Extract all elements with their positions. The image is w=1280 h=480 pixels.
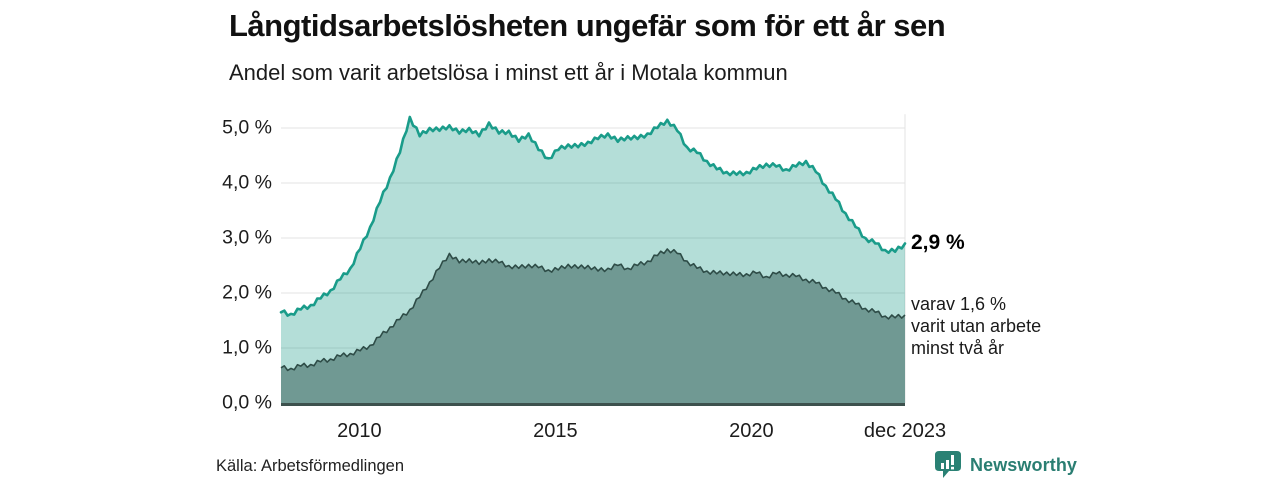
x-tick-label: 2010 <box>337 420 382 442</box>
secondary-annotation-line: varit utan arbete <box>911 316 1042 336</box>
secondary-annotation-line: minst två år <box>911 338 1005 358</box>
source-label: Källa: Arbetsförmedlingen <box>216 457 405 475</box>
latest-value-label: 2,9 % <box>911 230 965 254</box>
newsworthy-logo-icon <box>935 451 961 478</box>
y-tick-label: 3,0 % <box>222 226 272 249</box>
y-tick-label: 5,0 % <box>222 116 272 139</box>
secondary-annotation-line: varav 1,6 % <box>911 294 1007 314</box>
y-tick-label: 2,0 % <box>222 281 272 304</box>
x-tick-label: dec 2023 <box>863 420 947 442</box>
brand-logo: Newsworthy <box>934 450 1077 480</box>
brand-name: Newsworthy <box>970 454 1078 475</box>
chart-subtitle: Andel som varit arbetslösa i minst ett å… <box>229 60 788 85</box>
x-tick-label: 2020 <box>729 420 774 442</box>
y-tick-label: 0,0 % <box>222 391 272 414</box>
x-tick-label: 2015 <box>533 420 578 442</box>
y-tick-label: 4,0 % <box>222 171 272 194</box>
chart-title: Långtidsarbetslösheten ungefär som för e… <box>229 8 946 43</box>
y-tick-label: 1,0 % <box>222 336 272 359</box>
secondary-annotation: varav 1,6 % varit utan arbete minst två … <box>911 293 1041 359</box>
